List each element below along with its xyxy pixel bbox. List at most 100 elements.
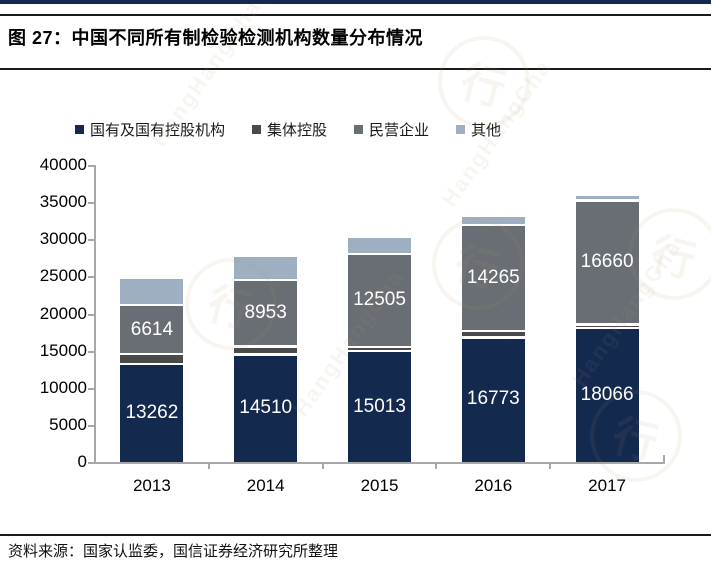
segment-gap	[575, 323, 639, 326]
x-axis-line	[94, 462, 665, 464]
y-tick-label: 25000	[39, 266, 87, 286]
legend-label: 其他	[471, 122, 502, 139]
bar-segment-民营企业	[575, 200, 639, 325]
bar-segment-其他	[120, 278, 184, 305]
watermark-logo-icon: 行	[175, 248, 287, 360]
bar-value-label: 16773	[466, 388, 520, 410]
bar-segment-国有及国有控股机构	[234, 354, 298, 462]
segment-gap	[348, 252, 411, 256]
bar-segment-其他	[348, 238, 411, 254]
bar-segment-集体控股	[575, 324, 639, 328]
x-axis-right-tick	[663, 455, 665, 462]
watermark-logo-icon: 行	[428, 26, 540, 138]
y-tick-label: 5000	[49, 414, 87, 434]
segment-gap	[348, 349, 411, 353]
chart-legend: 国有及国有控股机构 集体控股 民营企业 其他	[75, 119, 501, 140]
divider-above-footer	[0, 534, 711, 536]
x-boundary-tick	[207, 464, 210, 469]
segment-gap	[120, 303, 184, 307]
segment-gap	[120, 362, 184, 366]
y-tick-label: 30000	[39, 229, 87, 249]
y-tick-label: 20000	[39, 303, 87, 323]
bar-segment-其他	[575, 195, 639, 201]
y-axis-line	[94, 165, 96, 464]
y-tick	[88, 239, 95, 242]
bar-segment-民营企业	[120, 304, 184, 354]
source-note: 资料来源：国家认监委，国信证券经济研究所整理	[8, 543, 339, 560]
bar-segment-集体控股	[234, 346, 298, 355]
x-category-label: 2016	[474, 476, 513, 495]
bar-segment-集体控股	[348, 346, 411, 351]
x-category-label: 2017	[588, 476, 626, 495]
x-category-label: 2015	[360, 476, 399, 495]
y-tick	[88, 387, 95, 390]
bar-value-label: 16660	[580, 251, 634, 273]
bar-value-label: 15013	[353, 395, 406, 417]
bar-segment-其他	[234, 257, 298, 280]
x-boundary-tick	[549, 464, 552, 469]
legend-label: 国有及国有控股机构	[90, 122, 226, 139]
segment-gap	[461, 223, 525, 227]
y-tick-label: 35000	[39, 192, 87, 212]
watermark-text: HangHangCha	[146, 0, 267, 151]
bar-segment-集体控股	[120, 353, 184, 364]
legend-item-2: 民营企业	[354, 119, 429, 140]
y-tick	[88, 313, 95, 316]
bar-value-label: 13262	[125, 401, 179, 423]
watermark-logo-icon: 行	[422, 208, 534, 320]
bar-value-label: 6614	[130, 318, 174, 340]
y-tick-label: 40000	[39, 155, 87, 174]
watermark-text: HangHangCha	[288, 264, 409, 421]
x-boundary-tick	[321, 464, 324, 469]
bar-value-label: 14510	[239, 397, 293, 419]
segment-gap	[575, 326, 639, 330]
watermark-text: HangHangCha	[566, 234, 687, 391]
top-navy-band	[0, 0, 711, 4]
bar-value-label: 18066	[580, 383, 634, 405]
divider-under-title	[0, 68, 711, 70]
bar-segment-其他	[461, 217, 525, 225]
legend-item-1: 集体控股	[252, 119, 327, 140]
x-boundary-tick	[435, 464, 438, 469]
bar-value-label: 12505	[353, 288, 406, 310]
y-tick	[88, 350, 95, 353]
bar-segment-集体控股	[461, 330, 525, 338]
x-category-label: 2013	[132, 476, 171, 495]
y-tick	[88, 462, 95, 464]
legend-swatch-icon	[456, 125, 466, 134]
segment-gap	[234, 353, 298, 356]
bar-segment-国有及国有控股机构	[461, 337, 525, 462]
segment-gap	[234, 345, 298, 348]
watermark-text: HangHangCha	[436, 54, 557, 211]
segment-gap	[575, 199, 639, 202]
watermark-logo-icon: 行	[580, 380, 692, 492]
page-title: 图 27：中国不同所有制检验检测机构数量分布情况	[8, 28, 424, 48]
segment-gap	[461, 336, 525, 339]
legend-label: 集体控股	[267, 122, 328, 139]
y-tick-label: 0	[77, 452, 87, 471]
y-tick	[88, 276, 95, 279]
legend-swatch-icon	[354, 125, 364, 134]
y-tick-label: 10000	[39, 377, 87, 397]
bar-segment-民营企业	[461, 224, 525, 331]
y-tick	[88, 202, 95, 205]
legend-swatch-icon	[75, 125, 84, 134]
x-category-label: 2014	[246, 476, 285, 495]
watermark-logo-icon: 行	[618, 198, 711, 310]
bar-segment-国有及国有控股机构	[575, 327, 639, 462]
bar-value-label: 14265	[466, 266, 520, 288]
y-tick	[88, 424, 95, 427]
bar-value-label: 8953	[244, 301, 287, 323]
legend-item-3: 其他	[456, 119, 501, 140]
bar-segment-民营企业	[234, 279, 298, 347]
y-tick-label: 15000	[39, 340, 87, 360]
divider-top	[0, 14, 711, 16]
legend-item-0: 国有及国有控股机构	[75, 119, 225, 140]
legend-label: 民营企业	[369, 122, 430, 139]
legend-swatch-icon	[252, 125, 262, 134]
bar-segment-国有及国有控股机构	[120, 363, 184, 462]
segment-gap	[348, 345, 411, 349]
